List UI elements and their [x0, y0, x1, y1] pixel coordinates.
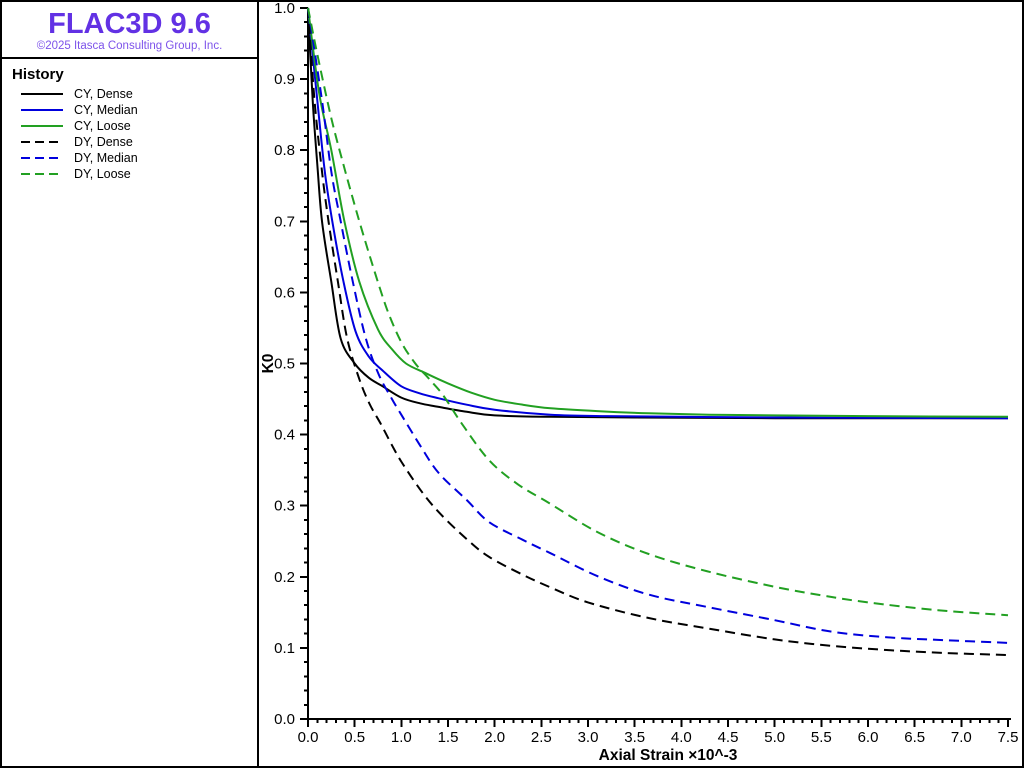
- y-tick-label: 0.2: [274, 569, 295, 586]
- x-tick-label: 1.5: [438, 729, 459, 746]
- legend-list: CY, Dense CY, Median CY, Loose DY, Dense DY,…: [20, 86, 253, 182]
- x-tick-label: 3.0: [578, 729, 599, 746]
- panel-divider: [257, 2, 259, 766]
- legend-item-dy-dense: DY, Dense: [20, 134, 253, 150]
- y-tick-label: 0.3: [274, 498, 295, 515]
- k0-history-chart: 0.0 0.1 0.2 0.3 0.4 0.5 0.6 0.7 0.8 0.9 1.0 0.0 0.5 1…: [260, 2, 1019, 764]
- x-tick-label: 2.5: [531, 729, 552, 746]
- y-tick-label: 1.0: [274, 2, 295, 17]
- x-tick-label: 4.0: [671, 729, 692, 746]
- legend-title: History: [12, 66, 64, 83]
- legend-line-swatch: [21, 125, 63, 127]
- curve-dy-median: [307, 7, 1009, 644]
- x-tick-label: 4.5: [718, 729, 739, 746]
- legend-item-cy-loose: CY, Loose: [20, 118, 253, 134]
- legend-item-label: DY, Dense: [74, 135, 133, 149]
- legend-item-cy-dense: CY, Dense: [20, 86, 253, 102]
- info-panel: FLAC3D 9.6 ©2025 Itasca Consulting Group…: [2, 2, 257, 766]
- chart-panel[interactable]: 0.0 0.1 0.2 0.3 0.4 0.5 0.6 0.7 0.8 0.9 1.0 0.0 0.5 1…: [259, 2, 1022, 766]
- panel-separator: [2, 57, 257, 59]
- legend-line-swatch: [21, 141, 63, 143]
- app-title: FLAC3D 9.6: [48, 8, 211, 40]
- copyright-text: ©2025 Itasca Consulting Group, Inc.: [36, 40, 223, 52]
- axes: [307, 8, 1011, 720]
- legend-item-label: CY, Median: [74, 103, 138, 117]
- legend-line-swatch: [21, 93, 63, 95]
- legend-line-swatch: [21, 109, 63, 111]
- legend-line-swatch: [21, 173, 63, 175]
- y-tick-label: 0.6: [274, 284, 295, 301]
- curve-dy-loose: [307, 7, 1009, 617]
- legend-item-cy-median: CY, Median: [20, 102, 253, 118]
- y-tick-label: 0.5: [274, 356, 295, 373]
- x-tick-label: 5.0: [764, 729, 785, 746]
- legend-item-label: CY, Loose: [74, 119, 131, 133]
- x-tick-label: 1.0: [391, 729, 412, 746]
- y-axis-title: K0: [260, 354, 277, 374]
- legend-item-dy-median: DY, Median: [20, 150, 253, 166]
- x-tick-label: 2.0: [484, 729, 505, 746]
- y-tick-label: 0.7: [274, 213, 295, 230]
- legend-item-dy-loose: DY, Loose: [20, 166, 253, 182]
- legend-item-label: CY, Dense: [74, 87, 133, 101]
- x-tick-label: 6.0: [858, 729, 879, 746]
- x-tick-label: 3.5: [624, 729, 645, 746]
- y-tick-label: 0.1: [274, 640, 295, 657]
- legend-line-swatch: [21, 157, 63, 159]
- curve-cy-loose: [307, 7, 1009, 418]
- y-tick-label: 0.4: [274, 427, 295, 444]
- y-tick-label: 0.9: [274, 71, 295, 88]
- y-tick-label: 0.0: [274, 711, 295, 728]
- x-tick-label: 5.5: [811, 729, 832, 746]
- x-tick-label: 7.5: [998, 729, 1019, 746]
- curve-cy-dense: [307, 7, 1009, 420]
- x-tick-label: 0.5: [344, 729, 365, 746]
- x-tick-label: 7.0: [951, 729, 972, 746]
- x-axis-title: Axial Strain ×10^-3: [599, 747, 738, 764]
- curve-dy-dense: [307, 7, 1009, 656]
- legend-item-label: DY, Median: [74, 151, 138, 165]
- curve-cy-median: [307, 7, 1009, 420]
- x-tick-label: 0.0: [298, 729, 319, 746]
- legend-item-label: DY, Loose: [74, 167, 131, 181]
- y-tick-label: 0.8: [274, 142, 295, 159]
- x-tick-label: 6.5: [904, 729, 925, 746]
